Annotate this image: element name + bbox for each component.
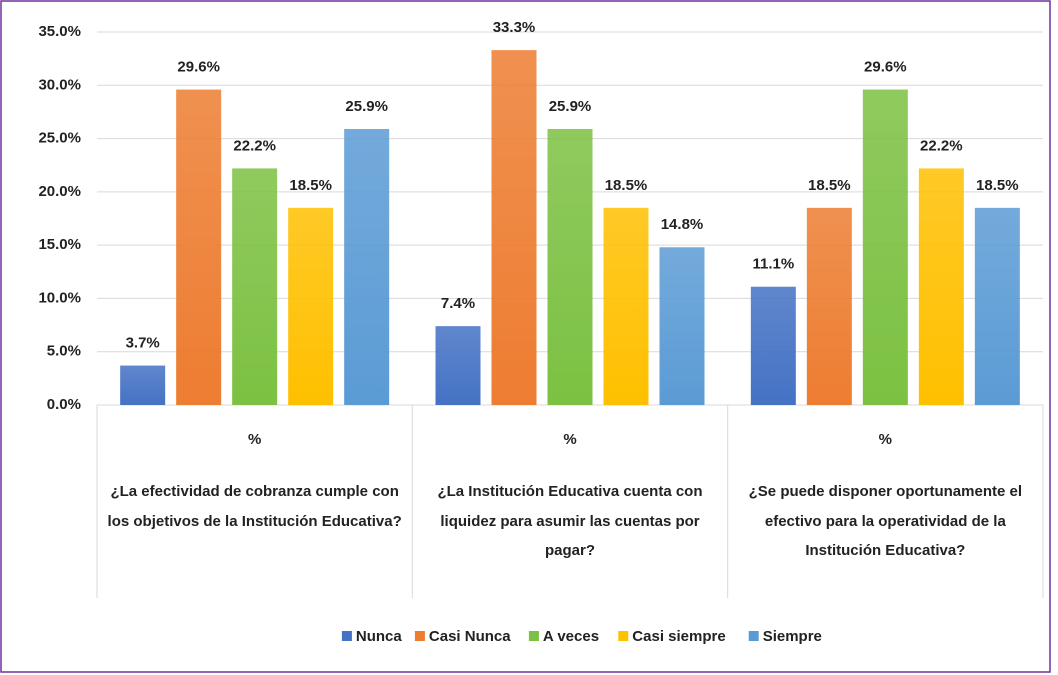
legend-swatch — [748, 631, 759, 641]
bar — [603, 207, 649, 405]
data-label: 29.6% — [177, 59, 220, 76]
bar — [918, 168, 964, 405]
bar — [750, 286, 796, 405]
bar — [806, 207, 852, 405]
legend-label: Casi Nunca — [429, 628, 511, 645]
y-tick-label: 15.0% — [38, 236, 81, 253]
group-label: % — [879, 431, 892, 448]
bar — [491, 50, 537, 406]
legend-label: A veces — [543, 628, 599, 645]
data-label: 7.4% — [441, 295, 475, 312]
legend-label: Nunca — [356, 628, 403, 645]
y-tick-label: 5.0% — [47, 343, 81, 360]
y-tick-label: 25.0% — [38, 130, 81, 147]
y-tick-label: 35.0% — [38, 23, 81, 40]
group-label: % — [563, 431, 576, 448]
bar — [435, 326, 481, 405]
bar — [862, 89, 908, 405]
bar — [176, 89, 222, 405]
legend-label: Casi siempre — [632, 628, 725, 645]
data-label: 22.2% — [233, 137, 276, 154]
legend-label: Siempre — [763, 628, 822, 645]
data-label: 18.5% — [605, 177, 648, 194]
data-label: 18.5% — [976, 177, 1019, 194]
bar — [659, 247, 705, 405]
y-tick-label: 0.0% — [47, 396, 81, 413]
data-label: 18.5% — [289, 177, 332, 194]
bar — [547, 128, 593, 406]
category-label: ¿La efectividad de cobranza cumple con l… — [107, 483, 402, 530]
data-label: 25.9% — [549, 98, 592, 115]
data-label: 25.9% — [345, 98, 388, 115]
legend-swatch — [414, 631, 425, 641]
group-label: % — [248, 431, 261, 448]
bar — [974, 207, 1020, 405]
bar — [344, 128, 390, 406]
bar — [120, 365, 166, 405]
category-label: ¿La Institución Educativa cuenta con liq… — [437, 483, 703, 559]
y-tick-label: 20.0% — [38, 183, 81, 200]
bar — [232, 168, 278, 405]
data-label: 18.5% — [808, 177, 851, 194]
legend-swatch — [618, 631, 629, 641]
y-tick-label: 10.0% — [38, 289, 81, 306]
category-label: ¿Se puede disponer oportunamente el efec… — [748, 483, 1023, 559]
legend-swatch — [341, 631, 352, 641]
data-label: 11.1% — [752, 256, 794, 273]
bar — [288, 207, 334, 405]
data-label: 29.6% — [864, 59, 907, 76]
data-label: 22.2% — [920, 137, 963, 154]
y-tick-label: 30.0% — [38, 76, 81, 93]
data-label: 14.8% — [661, 216, 704, 233]
data-label: 33.3% — [493, 19, 536, 36]
legend-swatch — [528, 631, 539, 641]
data-label: 3.7% — [126, 335, 160, 352]
